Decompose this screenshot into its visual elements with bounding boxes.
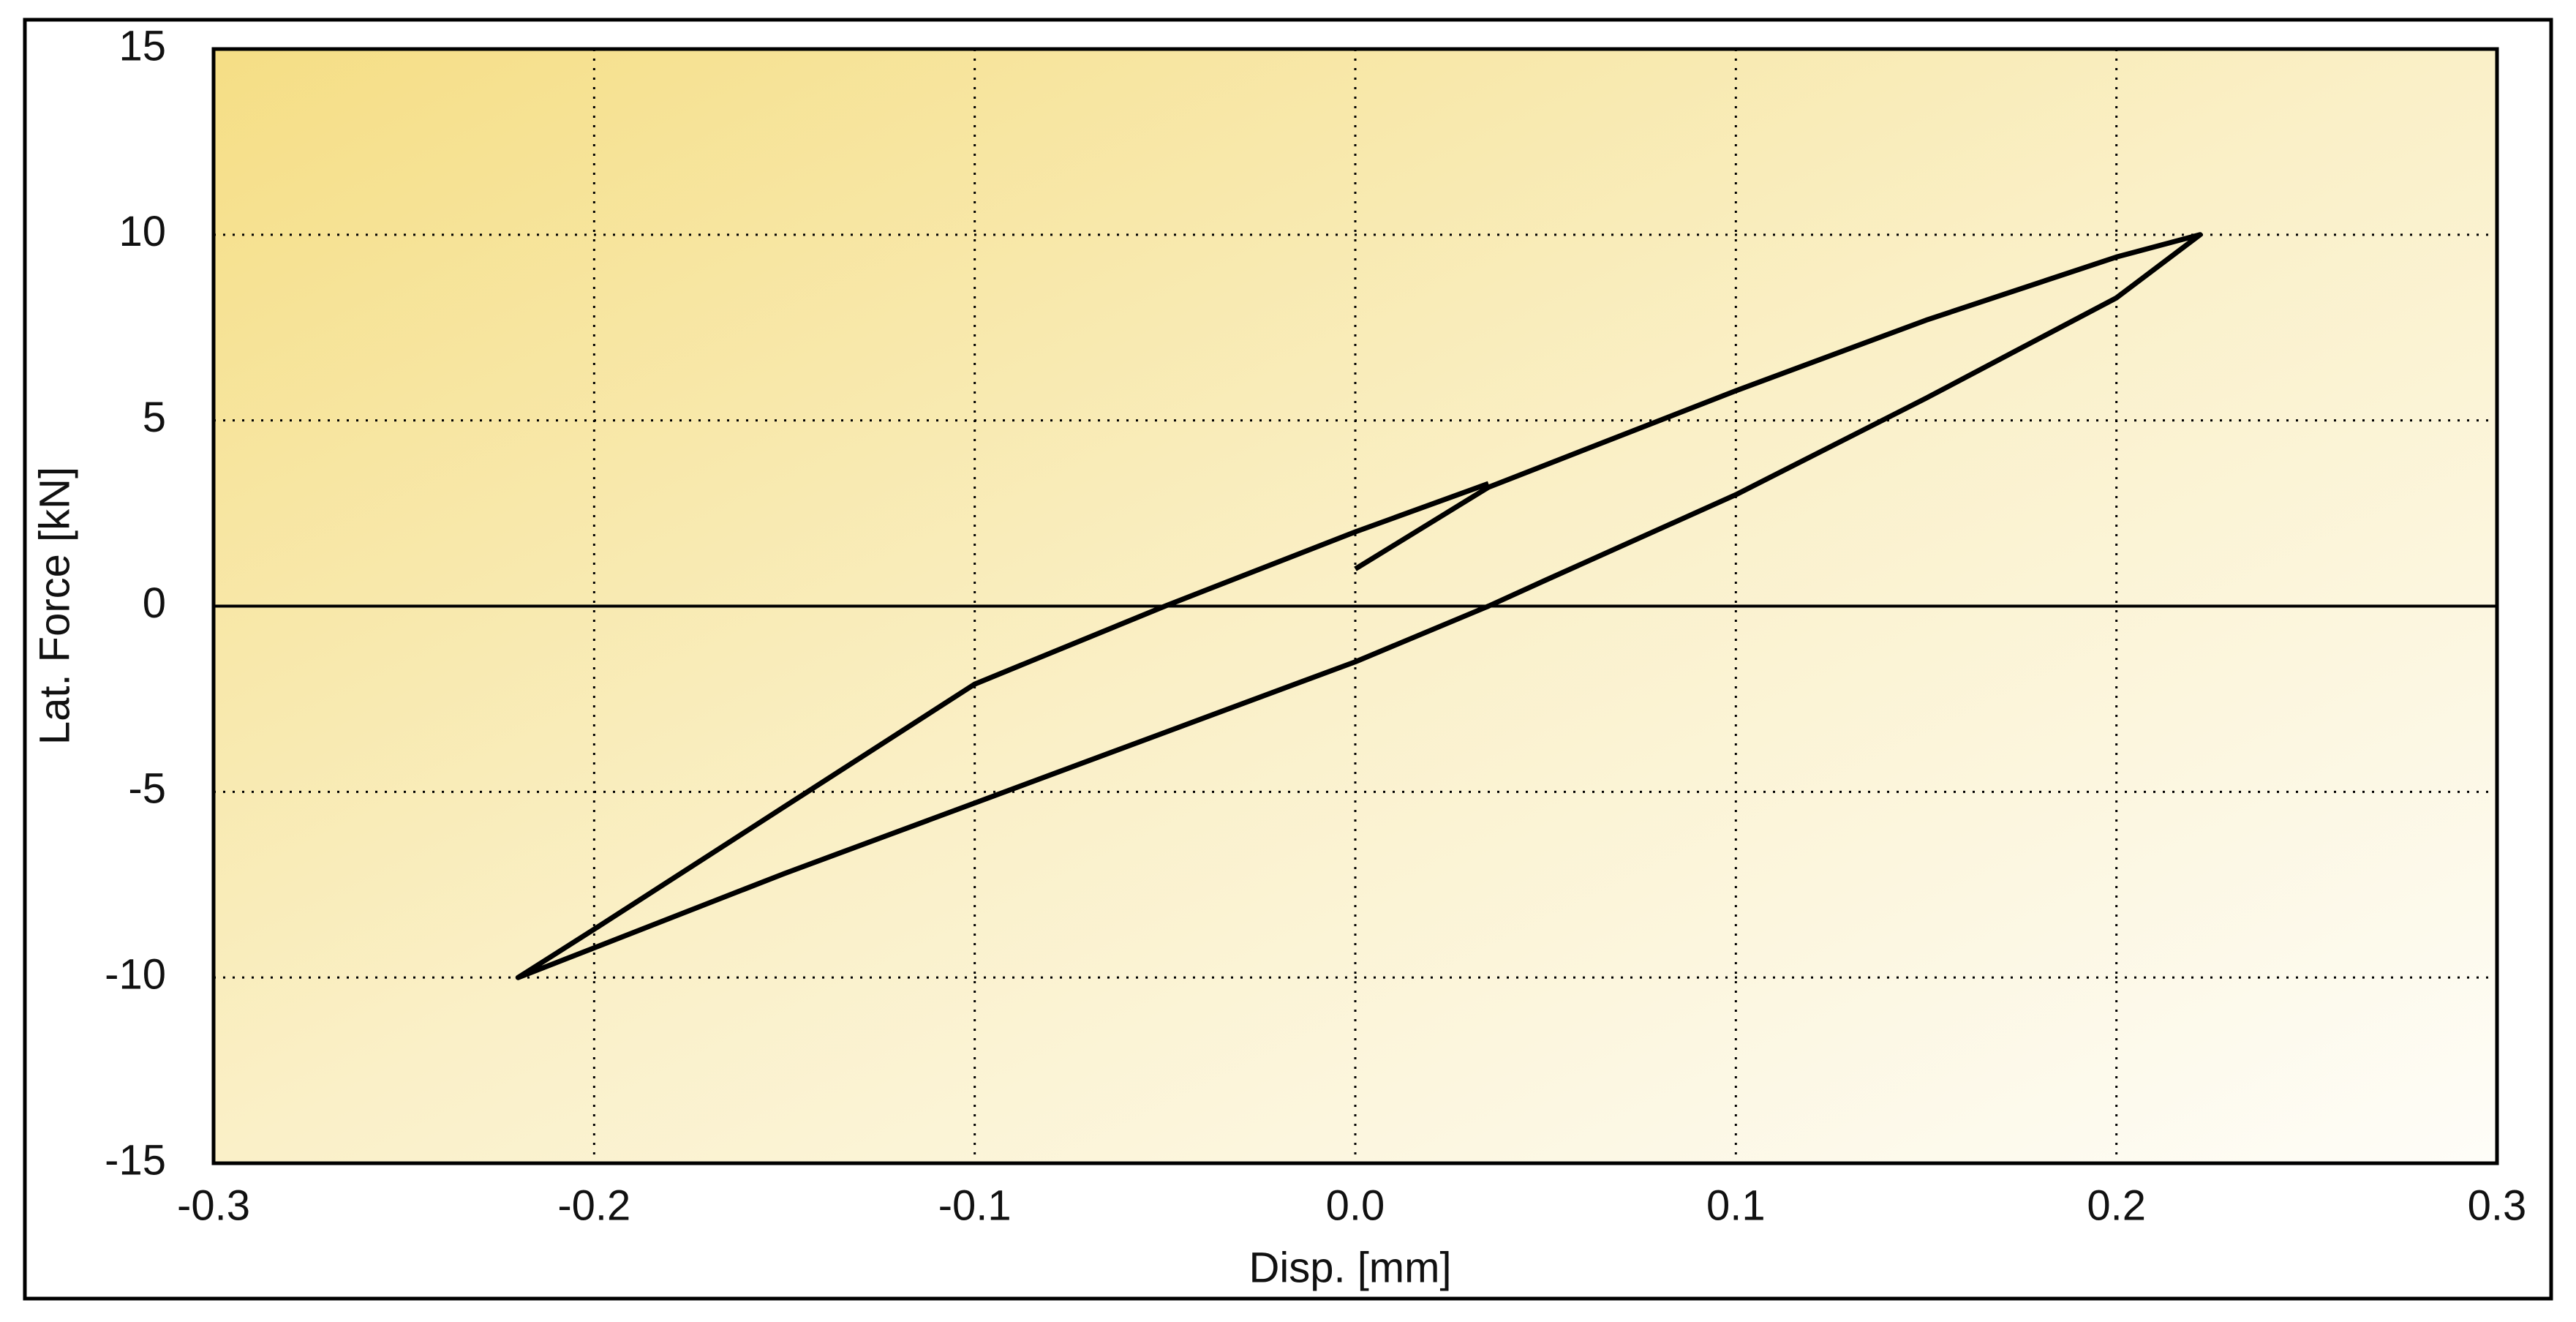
x-tick-label: -0.3 (177, 1182, 250, 1229)
y-axis-label: Lat. Force [kN] (31, 467, 78, 745)
x-tick-label: -0.1 (938, 1182, 1012, 1229)
plot-border (211, 47, 2499, 1165)
x-tick-label: 0.3 (2468, 1182, 2527, 1229)
x-tick-label: 0.2 (2087, 1182, 2146, 1229)
y-tick-label: 15 (118, 22, 166, 70)
x-tick-label: 0.1 (1706, 1182, 1766, 1229)
x-axis-label: Disp. [mm] (1249, 1244, 1451, 1291)
y-tick-label: 5 (143, 394, 166, 441)
x-tick-label: 0.0 (1326, 1182, 1385, 1229)
y-tick-label: 0 (143, 579, 166, 627)
data-line (515, 232, 2203, 980)
y-tick-label: -15 (105, 1136, 166, 1184)
y-tick-label: -10 (105, 950, 166, 998)
y-tick-label: -5 (128, 765, 166, 813)
y-tick-label: 10 (118, 208, 166, 255)
x-tick-label: -0.2 (557, 1182, 630, 1229)
